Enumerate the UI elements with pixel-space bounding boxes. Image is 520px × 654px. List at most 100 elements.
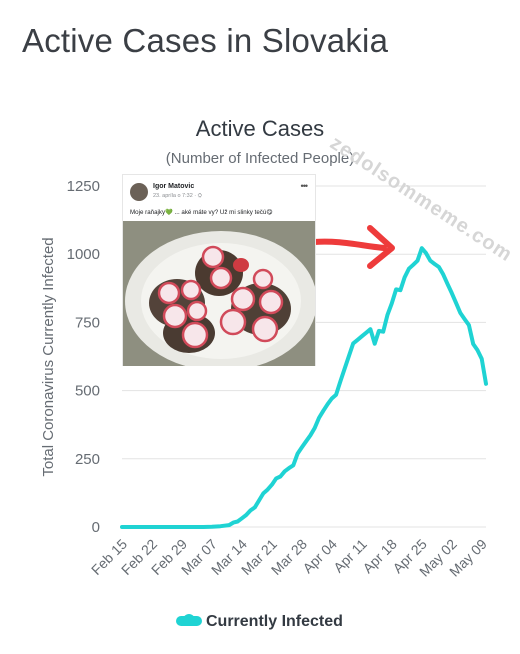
data-point bbox=[253, 505, 257, 509]
data-point bbox=[248, 508, 253, 512]
radish-slice bbox=[181, 321, 209, 349]
data-point bbox=[236, 519, 240, 524]
data-point bbox=[291, 463, 295, 467]
data-point bbox=[278, 474, 283, 479]
data-point bbox=[338, 379, 342, 383]
y-tick-label: 1000 bbox=[67, 246, 100, 263]
radish-slice bbox=[219, 308, 247, 336]
data-point bbox=[368, 327, 372, 331]
data-point bbox=[360, 334, 364, 338]
data-point bbox=[334, 393, 338, 397]
data-point bbox=[428, 259, 432, 263]
data-point bbox=[274, 476, 278, 481]
data-point bbox=[218, 524, 223, 528]
data-point bbox=[240, 516, 244, 520]
data-point bbox=[261, 491, 265, 496]
data-point bbox=[343, 366, 347, 371]
data-point bbox=[403, 275, 407, 279]
data-point bbox=[244, 513, 248, 517]
data-point bbox=[394, 287, 398, 291]
data-point bbox=[313, 426, 317, 430]
data-point bbox=[180, 525, 184, 529]
data-point bbox=[150, 525, 154, 529]
data-point bbox=[471, 342, 475, 346]
data-point bbox=[317, 416, 321, 420]
data-point bbox=[283, 469, 287, 473]
red-arrow bbox=[311, 225, 395, 269]
data-point bbox=[364, 331, 368, 335]
radish-slice bbox=[201, 245, 225, 269]
data-point bbox=[480, 357, 484, 361]
data-point bbox=[330, 396, 334, 401]
chart-subtitle: (Number of Infected People) bbox=[166, 150, 354, 167]
points bbox=[120, 246, 488, 529]
y-tick-label: 0 bbox=[92, 519, 100, 536]
data-point bbox=[462, 317, 467, 321]
data-point bbox=[120, 525, 124, 529]
data-point bbox=[270, 483, 274, 487]
data-point bbox=[390, 301, 394, 305]
data-point bbox=[433, 262, 437, 266]
data-point bbox=[411, 263, 415, 267]
facebook-post: Igor Matovic 23. apríla o 7:32 · ⛭ ••• M… bbox=[122, 174, 316, 366]
data-point bbox=[415, 259, 420, 263]
breakfast-photo bbox=[123, 221, 315, 366]
data-point bbox=[347, 354, 351, 358]
data-point bbox=[351, 341, 355, 346]
legend-label: Currently Infected bbox=[206, 613, 343, 630]
radish-slice bbox=[162, 303, 188, 329]
more-options-icon[interactable]: ••• bbox=[300, 181, 309, 191]
data-point bbox=[450, 291, 454, 295]
data-point bbox=[300, 445, 304, 449]
data-point bbox=[385, 313, 390, 317]
post-meta: 23. apríla o 7:32 · ⛭ bbox=[153, 193, 203, 199]
y-ticks: 0 250 500 750 1000 1250 bbox=[67, 178, 100, 536]
radish-slice bbox=[251, 315, 279, 343]
arrow-head bbox=[367, 225, 395, 269]
data-point bbox=[381, 330, 385, 334]
data-point bbox=[424, 251, 428, 255]
data-point bbox=[295, 452, 300, 456]
radish-slice bbox=[258, 289, 284, 315]
x-tick-label: Apr 04 bbox=[299, 536, 340, 577]
y-tick-label: 750 bbox=[75, 314, 100, 331]
data-point bbox=[437, 265, 441, 269]
data-point bbox=[231, 521, 235, 525]
data-point bbox=[210, 525, 214, 529]
data-point bbox=[355, 338, 360, 342]
data-point bbox=[420, 246, 424, 250]
radish-slice bbox=[230, 286, 256, 312]
data-point bbox=[304, 439, 308, 443]
data-point bbox=[484, 382, 488, 386]
radish-slice bbox=[180, 279, 202, 301]
post-photo[interactable] bbox=[123, 221, 315, 366]
data-point bbox=[467, 323, 471, 327]
avatar bbox=[130, 183, 148, 201]
data-point bbox=[441, 272, 445, 276]
data-point bbox=[398, 288, 402, 292]
data-point bbox=[377, 329, 381, 333]
data-point bbox=[308, 433, 313, 437]
page-title: Active Cases in Slovakia bbox=[22, 22, 389, 59]
data-point bbox=[445, 282, 450, 286]
data-point bbox=[458, 311, 462, 315]
y-tick-label: 500 bbox=[75, 383, 100, 400]
post-text: Moje raňajky💚 ... aké máte vy? Už mi sli… bbox=[130, 209, 273, 216]
chart-title: Active Cases bbox=[196, 116, 324, 141]
data-point bbox=[227, 523, 231, 527]
data-point bbox=[407, 267, 411, 271]
data-point bbox=[257, 498, 261, 503]
legend-marker-icon bbox=[176, 614, 202, 626]
radish-slice bbox=[209, 266, 233, 290]
data-point bbox=[321, 409, 325, 413]
radish-slice bbox=[157, 281, 181, 305]
y-tick-label: 250 bbox=[75, 451, 100, 468]
arrow-shaft bbox=[311, 238, 387, 251]
y-tick-label: 1250 bbox=[67, 178, 100, 195]
data-point bbox=[287, 466, 291, 470]
radish-slice bbox=[252, 268, 274, 290]
data-point bbox=[325, 402, 330, 406]
data-point bbox=[373, 342, 377, 346]
post-author[interactable]: Igor Matovic bbox=[153, 183, 195, 190]
